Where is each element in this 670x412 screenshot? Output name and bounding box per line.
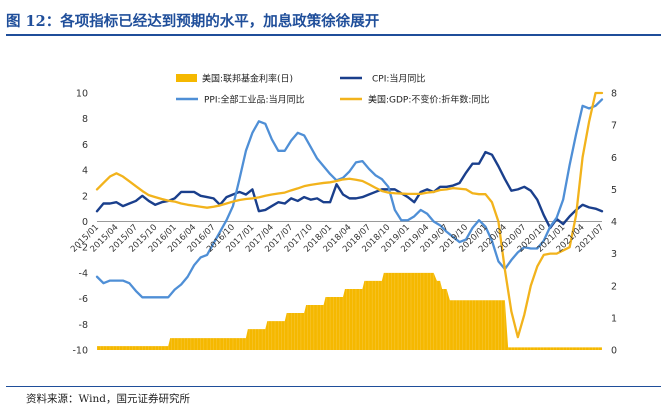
left-tick-label: -4: [79, 268, 88, 279]
right-axis-ticks: 8 7 6 5 4 3 2 1 0: [611, 89, 617, 357]
right-tick-label: 5: [611, 185, 617, 196]
left-tick-label: -8: [79, 320, 88, 331]
right-tick-label: 4: [611, 217, 617, 228]
right-tick-label: 8: [611, 89, 617, 100]
right-tick-label: 3: [611, 249, 617, 260]
legend-label-gdp: 美国:GDP:不变价:折年数:同比: [368, 94, 489, 106]
source-note: 资料来源：Wind，国元证券研究所: [26, 393, 190, 405]
figure-title: 图 12：各项指标已经达到预期的水平，加息政策徐徐展开: [6, 13, 380, 30]
left-tick-label: 6: [82, 140, 88, 151]
left-tick-label: -6: [79, 294, 88, 305]
left-tick-label: 10: [76, 89, 88, 100]
series-gdp-line: [95, 91, 604, 339]
legend: 美国:联邦基金利率(日) CPI:当月同比 PPI:全部工业品:当月同比 美国:…: [176, 73, 489, 106]
series-ppi-line: [95, 98, 604, 299]
series-cpi-line: [95, 150, 604, 230]
x-axis-ticks: 2015/012015/042015/072015/102016/012016/…: [69, 223, 606, 255]
fed-rate-area-layer: [96, 272, 603, 350]
left-tick-label: 8: [82, 114, 88, 125]
footer-rule: [6, 386, 661, 387]
left-tick-label: 0: [82, 217, 88, 228]
title-underline: [6, 34, 661, 36]
series-fed_rate-area: [97, 272, 602, 350]
legend-label-cpi: CPI:当月同比: [372, 73, 425, 85]
legend-swatch-fed-rate: [176, 74, 197, 82]
left-tick-label: 4: [82, 166, 88, 177]
right-tick-label: 2: [611, 281, 617, 292]
legend-label-fed-rate: 美国:联邦基金利率(日): [202, 73, 293, 85]
series-fed_rate-bars: [96, 272, 603, 350]
left-tick-label: 2: [82, 191, 88, 202]
legend-label-ppi: PPI:全部工业品:当月同比: [204, 94, 305, 106]
series-lines-layer: [95, 91, 604, 339]
right-tick-label: 1: [611, 313, 617, 324]
left-axis-ticks: 10 8 6 4 2 0 -2 -4 -6 -8 -10: [72, 89, 88, 357]
right-tick-label: 6: [611, 153, 617, 164]
left-tick-label: -10: [72, 346, 88, 357]
left-tick-label: -2: [79, 243, 88, 254]
right-tick-label: 0: [611, 346, 617, 357]
right-tick-label: 7: [611, 121, 617, 132]
